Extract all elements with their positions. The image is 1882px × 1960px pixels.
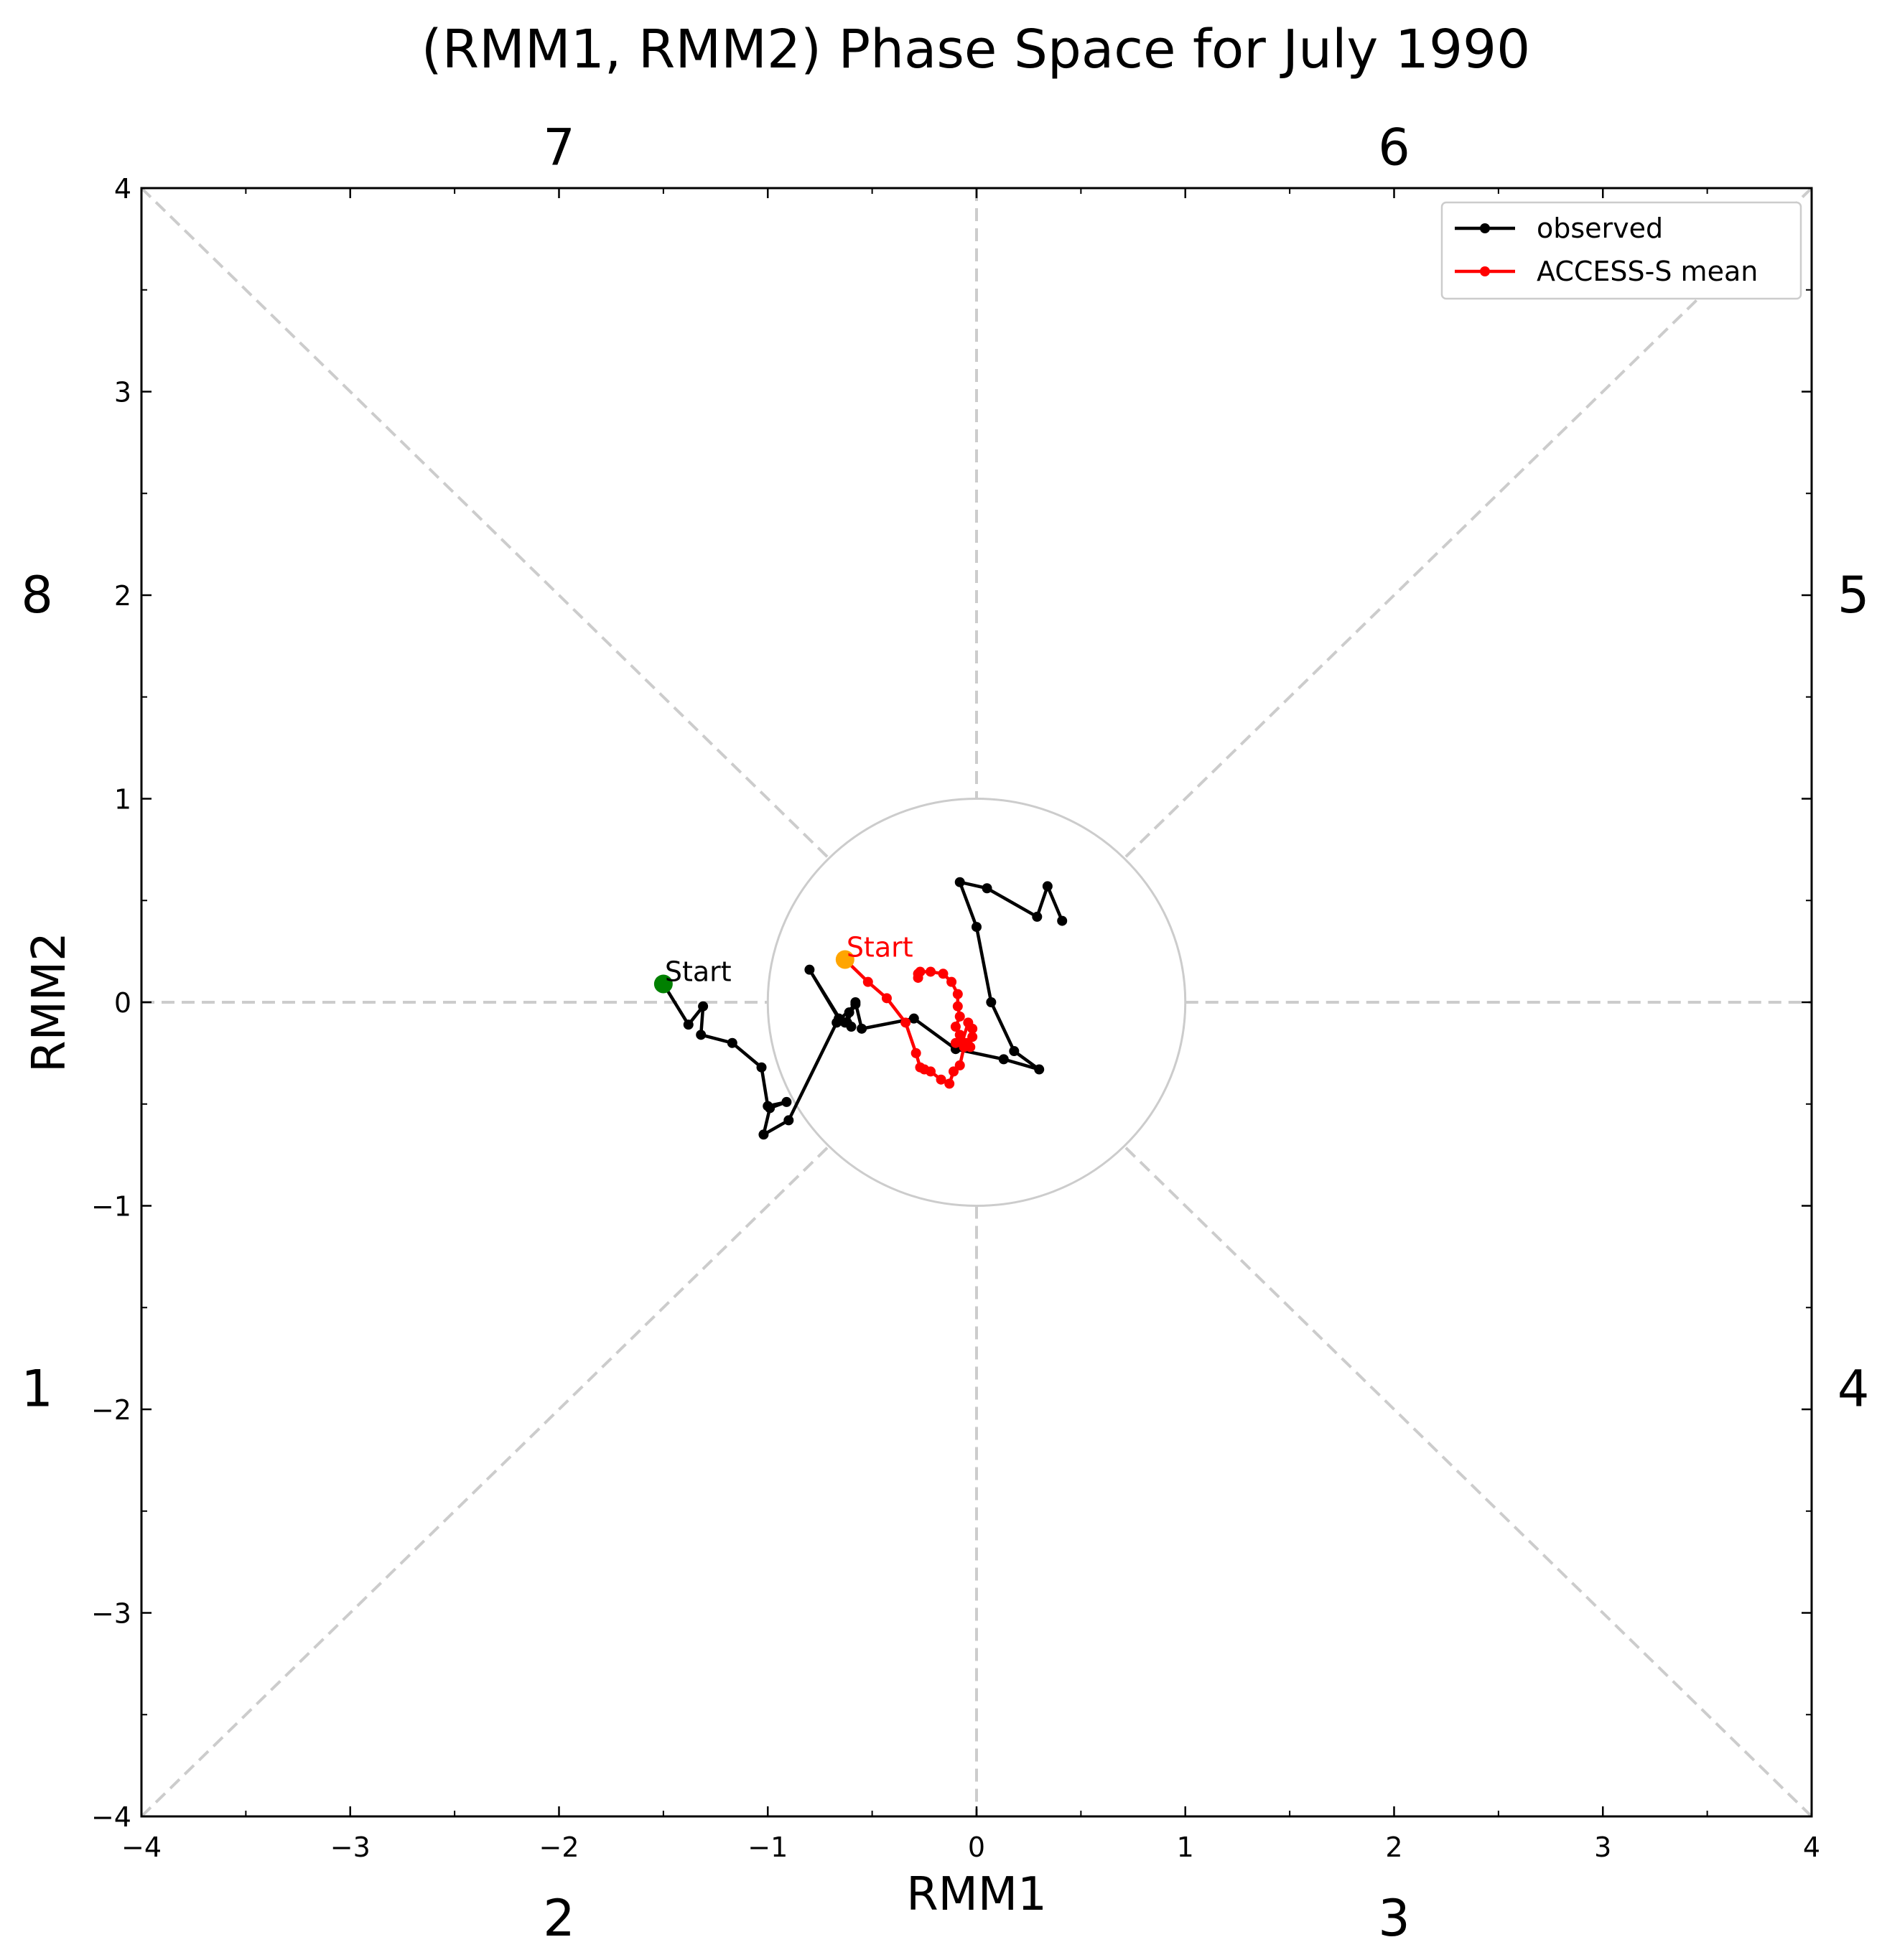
tick-labels: −4−4 −3 −3 −2 −2 −1 −1 0 0 1 1 2 2 3 3 4 4 [91, 173, 1820, 1863]
series-point-0 [834, 1013, 844, 1024]
series-point-1 [954, 1030, 965, 1040]
series-point-1 [961, 1037, 972, 1048]
series-point-1 [944, 1078, 955, 1089]
x-axis-label: RMM1 [906, 1868, 1047, 1921]
series-point-0 [756, 1062, 767, 1073]
phase-label-2: 2 [543, 1889, 575, 1948]
start-label-0: Start [665, 956, 732, 987]
series-point-1 [949, 1066, 959, 1077]
phase-label-3: 3 [1378, 1889, 1410, 1948]
phase-guide-lines [140, 187, 1813, 1818]
y-axis-label: RMM2 [23, 932, 76, 1073]
series-point-1 [926, 966, 936, 977]
series-point-0 [781, 1096, 792, 1107]
series-point-1 [938, 969, 949, 979]
unit-circle [766, 798, 1187, 1207]
series-point-0 [842, 1017, 852, 1028]
diagonal-guide-2 [140, 1145, 830, 1818]
phase-label-6: 6 [1378, 118, 1410, 177]
series-point-0 [844, 1007, 854, 1018]
legend-label-0: observed [1537, 213, 1663, 244]
x-tick-label: −1 [747, 1831, 788, 1863]
series-point-1 [862, 976, 873, 987]
start-markers: Start Start [653, 931, 913, 994]
series-point-1 [954, 1011, 965, 1022]
series-point-1 [936, 1074, 946, 1085]
series-point-1 [900, 1017, 911, 1028]
series-point-1 [967, 1032, 978, 1042]
start-label-1: Start [847, 931, 913, 963]
series-point-0 [804, 964, 815, 975]
chart-title: (RMM1, RMM2) Phase Space for July 1990 [421, 19, 1530, 80]
series-point-0 [850, 997, 861, 1007]
series-point-0 [765, 1103, 775, 1114]
series-point-0 [758, 1129, 769, 1140]
phase-label-7: 7 [543, 118, 575, 177]
legend-box [1440, 201, 1802, 300]
phase-label-8: 8 [21, 566, 53, 625]
series-point-1 [952, 989, 963, 999]
series-point-0 [908, 1013, 919, 1024]
x-tick-label: 0 [968, 1831, 985, 1863]
phase-label-5: 5 [1837, 566, 1870, 625]
series-point-0 [1009, 1046, 1020, 1057]
series-point-1 [881, 993, 892, 1004]
series-point-1 [950, 1022, 961, 1032]
x-tick-label: −2 [539, 1831, 579, 1863]
phase-label-1: 1 [21, 1360, 53, 1419]
series-point-1 [963, 1017, 974, 1028]
legend: observed ACCESS-S mean [1440, 201, 1802, 300]
y-tick-label: −2 [91, 1394, 131, 1426]
x-tick-label: −3 [330, 1831, 371, 1863]
diagonal-guide-0 [140, 187, 830, 859]
y-tick-label: 4 [114, 173, 131, 205]
series-point-1 [954, 1060, 965, 1070]
series-point-0 [783, 1115, 794, 1126]
x-tick-label: 3 [1594, 1831, 1611, 1863]
y-tick-label: 1 [114, 784, 131, 816]
x-tick-label: 4 [1803, 1831, 1820, 1863]
start-marker-0 [653, 974, 673, 994]
y-tick-label: 2 [114, 580, 131, 612]
series-point-0 [986, 997, 997, 1007]
series-point-0 [1042, 881, 1053, 892]
series-point-1 [910, 1047, 921, 1058]
y-tick-label: −1 [91, 1191, 131, 1223]
series-layer [658, 877, 1068, 1140]
series-point-0 [982, 883, 992, 894]
x-tick-label: 1 [1177, 1831, 1194, 1863]
x-tick-label: 2 [1385, 1831, 1402, 1863]
series-line-0 [661, 880, 1064, 1137]
x-tick-label: −4 [121, 1831, 162, 1863]
series-point-0 [998, 1054, 1009, 1065]
series-point-0 [1034, 1064, 1045, 1075]
series-point-0 [972, 922, 982, 933]
diagonal-guide-3 [1123, 1145, 1813, 1818]
series-point-0 [696, 1030, 707, 1040]
series-point-1 [926, 1066, 936, 1077]
start-marker-1 [835, 950, 854, 969]
series-point-0 [1032, 911, 1043, 922]
series-point-1 [946, 976, 957, 987]
legend-marker-0 [1480, 223, 1490, 233]
series-point-0 [698, 1001, 709, 1012]
plot-frame [140, 187, 1813, 1818]
series-point-1 [952, 1001, 963, 1012]
y-tick-label: 0 [114, 987, 131, 1019]
y-tick-label: 3 [114, 377, 131, 409]
series-point-0 [727, 1037, 737, 1048]
series-point-0 [857, 1023, 867, 1034]
phase-label-4: 4 [1837, 1360, 1870, 1419]
series-point-1 [950, 1037, 961, 1048]
legend-marker-1 [1480, 266, 1490, 276]
series-point-0 [954, 877, 965, 887]
y-tick-label: −4 [91, 1801, 131, 1833]
series-point-1 [913, 969, 923, 979]
legend-label-1: ACCESS-S mean [1537, 256, 1758, 287]
series-point-0 [683, 1019, 694, 1030]
series-point-0 [1057, 915, 1068, 926]
phase-labels: 1 2 3 4 5 6 7 8 [21, 118, 1869, 1947]
y-tick-label: −3 [91, 1598, 131, 1630]
